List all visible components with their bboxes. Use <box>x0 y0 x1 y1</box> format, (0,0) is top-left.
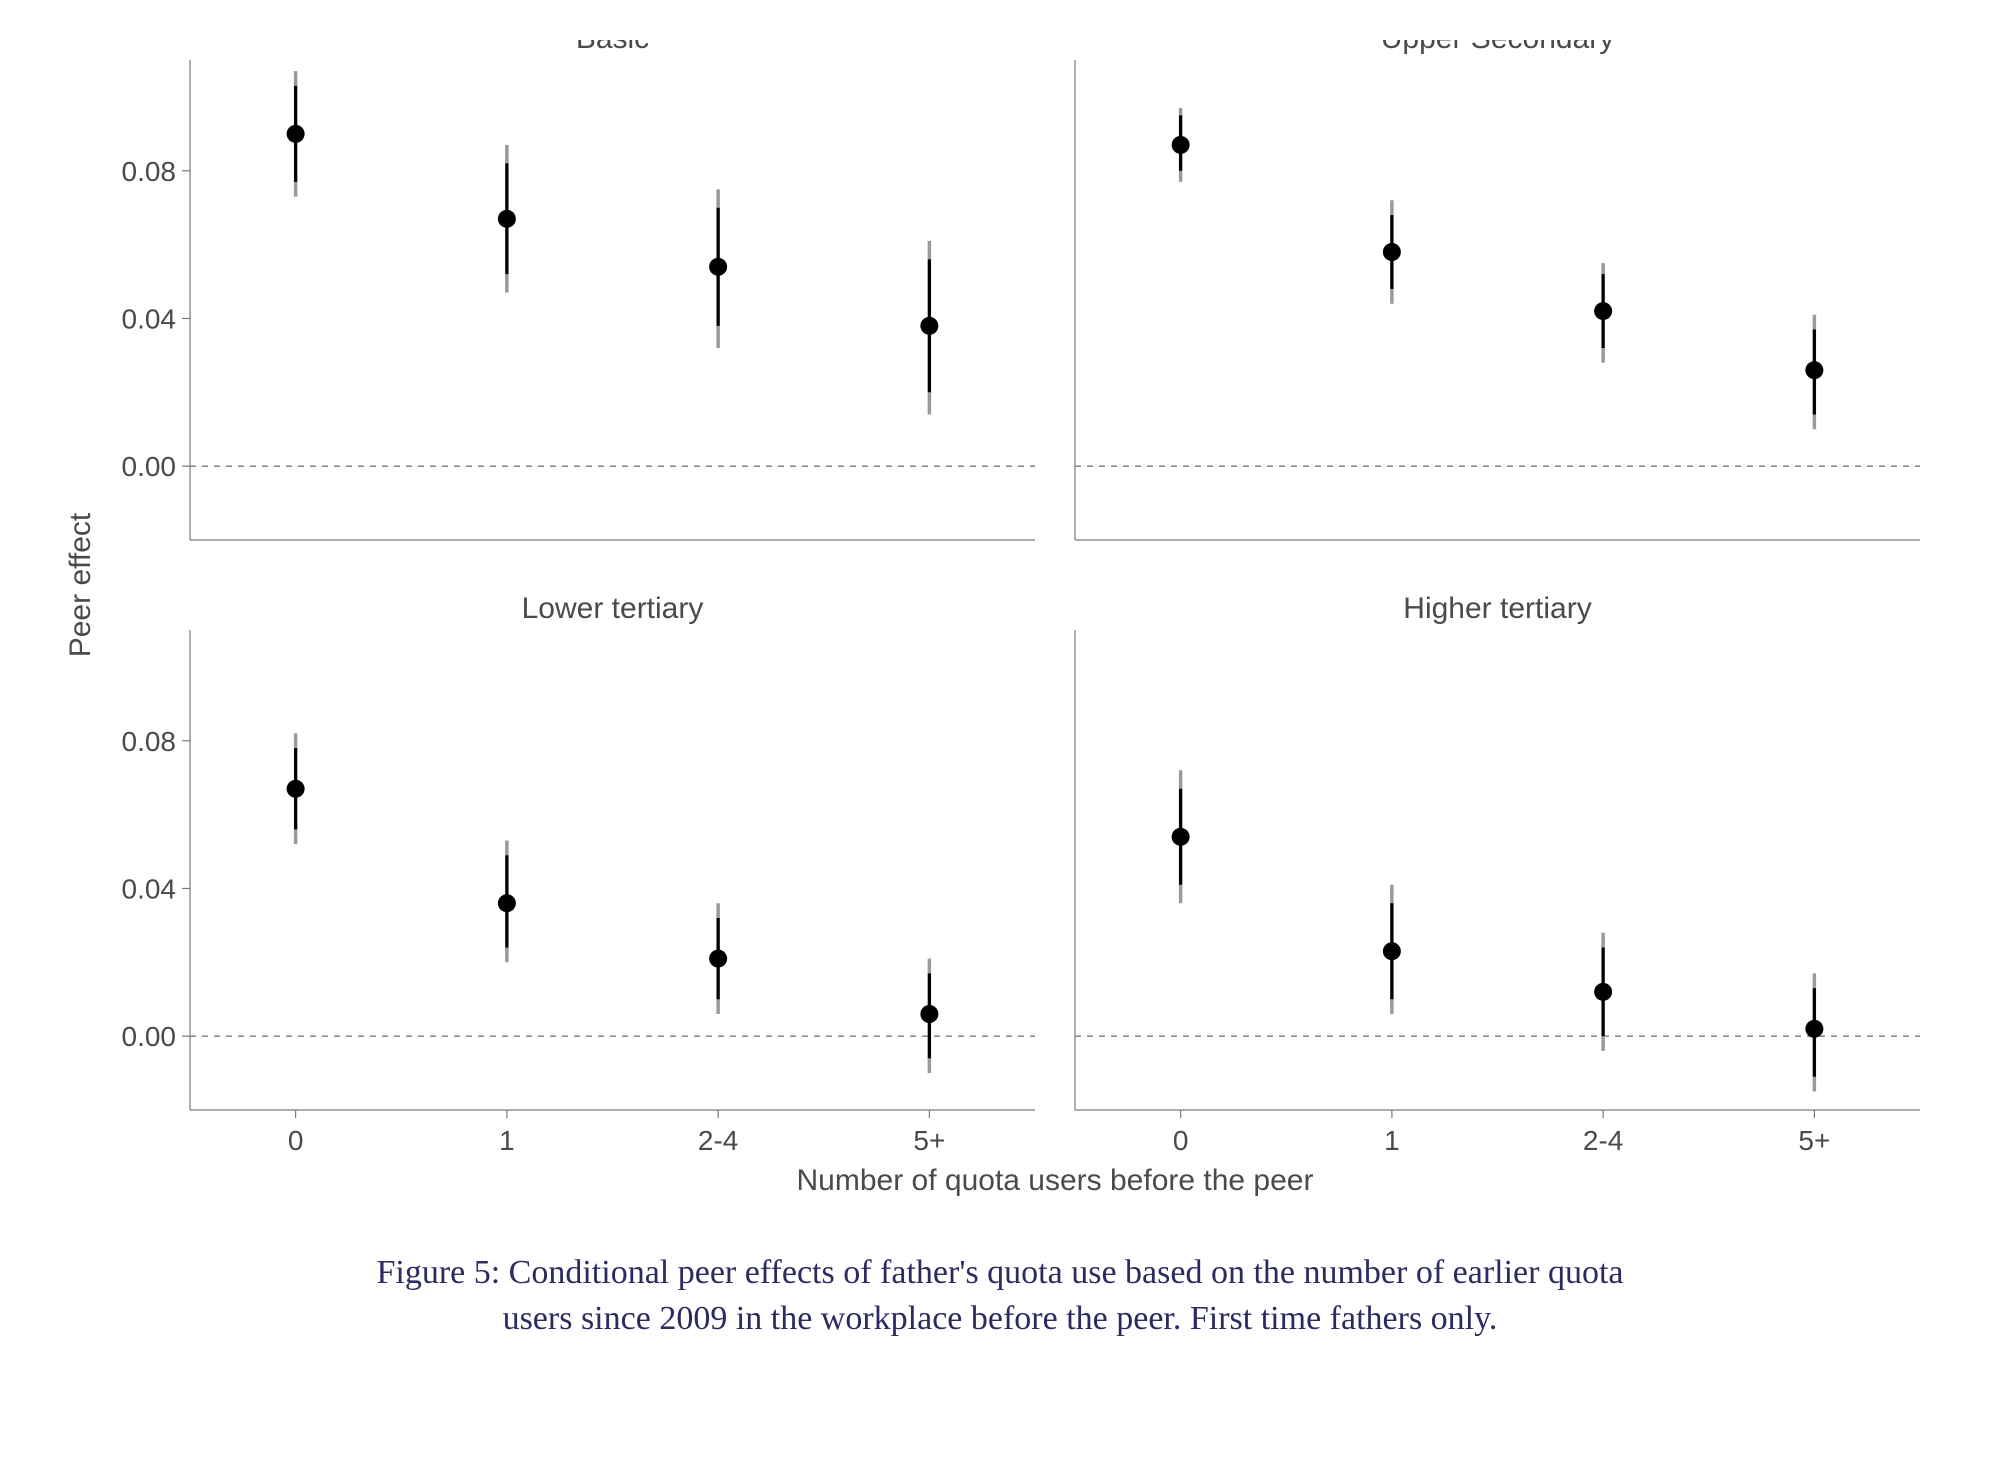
y-tick-label: 0.04 <box>122 303 177 334</box>
panel-title: Basic <box>576 40 649 55</box>
panel-title: Lower tertiary <box>522 592 704 625</box>
figure-caption: Figure 5: Conditional peer effects of fa… <box>60 1250 1940 1342</box>
point-estimate <box>498 210 516 228</box>
x-tick-label: 0 <box>288 1125 304 1156</box>
y-tick-label: 0.08 <box>122 726 177 757</box>
y-axis-label: Peer effect <box>64 512 97 657</box>
chart-area: Peer effect Number of quota users before … <box>60 40 1940 1220</box>
y-tick-label: 0.00 <box>122 1021 177 1052</box>
x-tick-label: 1 <box>499 1125 515 1156</box>
point-estimate <box>1383 942 1401 960</box>
caption-line-2: users since 2009 in the workplace before… <box>503 1300 1498 1337</box>
point-estimate <box>920 317 938 335</box>
panel-higher-tertiary: Higher tertiary 0 1 2-4 5+ <box>1075 592 1920 1156</box>
point-estimate <box>1805 361 1823 379</box>
panel-upper-secondary: Upper Secondary <box>1075 40 1920 540</box>
y-tick-label: 0.08 <box>122 156 177 187</box>
x-tick-label: 5+ <box>913 1125 945 1156</box>
panel-lower-tertiary: Lower tertiary 0.00 0.04 0.08 0 1 2-4 5+ <box>122 592 1036 1156</box>
point-estimate <box>287 125 305 143</box>
x-tick-label: 2-4 <box>698 1125 738 1156</box>
point-estimate <box>1172 136 1190 154</box>
x-axis-label: Number of quota users before the peer <box>797 1164 1314 1197</box>
point-estimate <box>1594 983 1612 1001</box>
figure-container: Peer effect Number of quota users before … <box>0 0 2000 1472</box>
point-estimate <box>920 1005 938 1023</box>
point-estimate <box>498 894 516 912</box>
caption-line-1: Figure 5: Conditional peer effects of fa… <box>376 1254 1623 1291</box>
panel-title: Higher tertiary <box>1403 592 1591 625</box>
x-tick-label: 0 <box>1173 1125 1189 1156</box>
panel-title: Upper Secondary <box>1381 40 1614 55</box>
point-estimate <box>1594 302 1612 320</box>
x-tick-label: 2-4 <box>1583 1125 1623 1156</box>
y-tick-label: 0.00 <box>122 451 177 482</box>
faceted-point-range-chart: Peer effect Number of quota users before … <box>60 40 1940 1220</box>
point-estimate <box>1383 243 1401 261</box>
panel-basic: Basic 0.00 0.04 0.08 <box>122 40 1036 540</box>
x-tick-label: 5+ <box>1798 1125 1830 1156</box>
point-estimate <box>709 950 727 968</box>
point-estimate <box>1805 1020 1823 1038</box>
point-estimate <box>287 780 305 798</box>
x-tick-label: 1 <box>1384 1125 1400 1156</box>
point-estimate <box>1172 828 1190 846</box>
y-tick-label: 0.04 <box>122 873 177 904</box>
point-estimate <box>709 258 727 276</box>
